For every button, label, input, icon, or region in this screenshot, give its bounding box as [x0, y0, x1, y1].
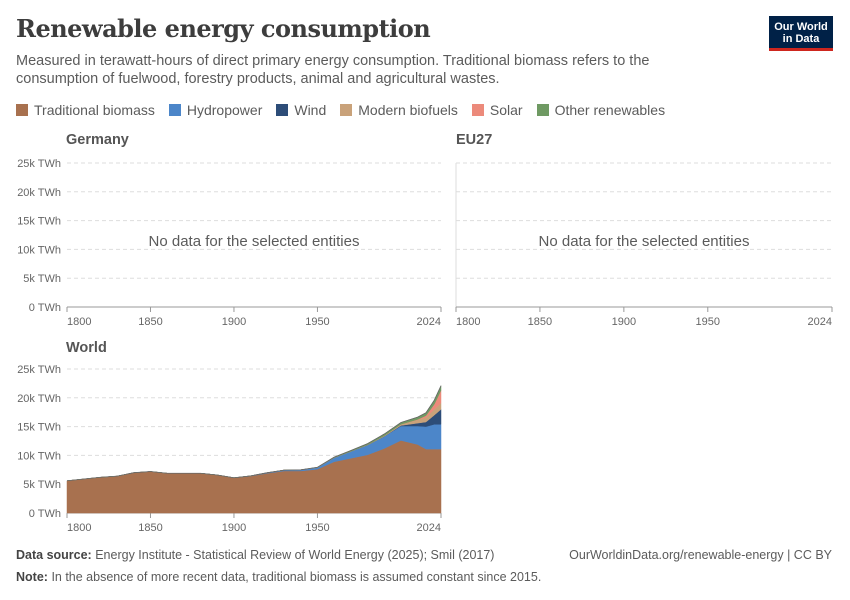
legend-swatch [340, 104, 353, 116]
no-data-germany: No data for the selected entities [148, 233, 360, 250]
germany-y-tick: 0 TWh [29, 302, 61, 314]
legend-label: Solar [489, 102, 523, 118]
world-y-tick: 0 TWh [29, 508, 61, 520]
note-text: In the absence of more recent data, trad… [51, 570, 542, 584]
data-source: Data source: Energy Institute - Statisti… [16, 548, 494, 562]
eu27-x-tick: 1800 [456, 316, 480, 328]
world-x-tick: 1950 [305, 522, 329, 534]
total-outline [66, 385, 442, 482]
legend-label: Hydropower [186, 102, 263, 118]
owid-logo[interactable]: Our World in Data [769, 16, 833, 51]
germany-y-tick: 10k TWh [17, 244, 61, 256]
world-y-tick: 10k TWh [17, 450, 61, 462]
legend-item[interactable]: Wind [276, 102, 326, 118]
germany-y-tick: 25k TWh [17, 158, 61, 170]
world-x-tick: 2024 [417, 522, 441, 534]
legend-item[interactable]: Traditional biomass [16, 102, 155, 118]
world-y-tick: 25k TWh [17, 364, 61, 376]
eu27-x-tick: 1950 [696, 316, 720, 328]
world-x-tick: 1850 [138, 522, 162, 534]
legend-item[interactable]: Modern biofuels [340, 102, 458, 118]
note-label: Note: [16, 570, 48, 584]
legend-swatch [168, 104, 181, 116]
legend: Traditional biomass Hydropower Wind Modern … [16, 102, 665, 118]
legend-swatch [536, 104, 549, 116]
eu27-x-tick: 1850 [528, 316, 552, 328]
legend-label: Wind [294, 102, 327, 118]
legend-swatch [471, 104, 484, 116]
legend-item[interactable]: Solar [471, 102, 523, 118]
legend-item[interactable]: Other renewables [536, 102, 666, 118]
chart-title: Renewable energy consumption [16, 14, 431, 43]
legend-label: Modern biofuels [358, 102, 458, 118]
germany-y-tick: 5k TWh [23, 273, 61, 285]
germany-y-tick: 20k TWh [17, 187, 61, 199]
germany-x-tick: 1800 [67, 316, 91, 328]
chart-subtitle: Measured in terawatt-hours of direct pri… [16, 53, 650, 87]
germany-x-tick: 1850 [138, 316, 162, 328]
germany-x-tick: 2024 [417, 316, 441, 328]
no-data-eu27: No data for the selected entities [538, 233, 750, 250]
panel-title-germany: Germany [66, 132, 129, 148]
eu27-x-tick: 2024 [808, 316, 832, 328]
panel-title-world: World [66, 340, 107, 356]
germany-x-tick: 1950 [305, 316, 329, 328]
source-text[interactable]: Energy Institute - Statistical Review of… [95, 548, 495, 562]
world-y-tick: 5k TWh [23, 479, 61, 491]
world-y-tick: 15k TWh [17, 422, 61, 434]
eu27-x-tick: 1900 [612, 316, 636, 328]
legend-label: Traditional biomass [34, 102, 155, 118]
legend-item[interactable]: Hydropower [168, 102, 263, 118]
legend-swatch [276, 104, 289, 116]
legend-label: Other renewables [554, 102, 666, 118]
source-label: Data source: [16, 548, 92, 562]
panel-title-eu27: EU27 [456, 132, 493, 148]
world-x-tick: 1900 [222, 522, 246, 534]
germany-y-tick: 15k TWh [17, 216, 61, 228]
url-license[interactable]: OurWorldinData.org/renewable-energy | CC… [569, 548, 832, 562]
germany-x-tick: 1900 [222, 316, 246, 328]
area-traditional-biomass[interactable] [66, 440, 442, 514]
legend-swatch [16, 104, 28, 116]
world-y-tick: 20k TWh [17, 393, 61, 405]
world-x-tick: 1800 [67, 522, 91, 534]
note: Note: In the absence of more recent data… [16, 570, 541, 584]
